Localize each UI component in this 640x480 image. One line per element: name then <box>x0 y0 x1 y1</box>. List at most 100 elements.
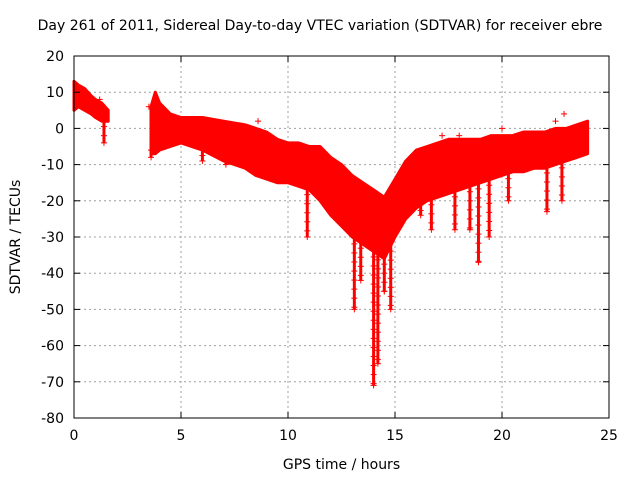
y-tick-label: -50 <box>41 302 64 318</box>
data-point <box>370 299 377 306</box>
data-point <box>475 194 482 201</box>
data-point <box>351 231 358 238</box>
data-point <box>381 261 388 268</box>
data-point <box>451 226 458 233</box>
data-point <box>199 157 206 164</box>
data-point <box>374 293 381 300</box>
data-point <box>370 317 377 324</box>
y-tick-label: -60 <box>41 339 64 355</box>
data-point <box>374 320 381 327</box>
data-point <box>199 152 206 159</box>
data-point <box>543 197 550 204</box>
data-point <box>486 227 493 234</box>
data-point <box>370 253 377 260</box>
y-tick-label: -20 <box>41 194 64 210</box>
data-point <box>370 326 377 333</box>
data-point <box>374 302 381 309</box>
data-point <box>370 362 377 369</box>
data-point <box>451 202 458 209</box>
data-point <box>466 179 473 186</box>
data-point <box>505 197 512 204</box>
x-tick-label: 20 <box>493 428 511 444</box>
data-band <box>149 90 590 261</box>
y-tick-label: 10 <box>46 85 64 101</box>
data-point <box>387 257 394 264</box>
data-point <box>466 215 473 222</box>
data-point <box>387 248 394 255</box>
x-tick-label: 15 <box>386 428 404 444</box>
data-point <box>100 114 107 121</box>
data-point <box>100 123 107 130</box>
data-point <box>451 193 458 200</box>
data-point <box>505 166 512 173</box>
data-point <box>381 252 388 259</box>
y-tick-label: -10 <box>41 158 64 174</box>
data-point <box>404 212 411 219</box>
data-point <box>475 249 482 256</box>
data-point <box>370 371 377 378</box>
data-point <box>351 240 358 247</box>
data-point <box>351 286 358 293</box>
data-point <box>486 200 493 207</box>
data-point <box>543 169 550 176</box>
data-point <box>466 226 473 233</box>
data-point <box>387 293 394 300</box>
data-point <box>357 236 364 243</box>
data-point <box>381 270 388 277</box>
data-point <box>475 222 482 229</box>
data-point <box>543 160 550 167</box>
data-point <box>357 272 364 279</box>
data-point <box>428 210 435 217</box>
data-point <box>370 382 377 389</box>
y-axis-label: SDTVAR / TECUs <box>8 179 24 295</box>
data-point <box>351 258 358 265</box>
data-point <box>370 308 377 315</box>
y-tick-label: -40 <box>41 266 64 282</box>
tick-layer: 20 10 0 -10 -20 -30 -40 -50 -60 -70 -80 0 5 10 15 20 25 <box>41 49 618 444</box>
data-point <box>558 164 565 171</box>
data-point <box>199 143 206 150</box>
data-point <box>417 198 424 205</box>
data-point <box>370 290 377 297</box>
data-point <box>370 262 377 269</box>
data-point <box>475 259 482 266</box>
data-point <box>357 245 364 252</box>
data-point <box>148 154 155 161</box>
data-point <box>100 139 107 146</box>
data-point <box>475 203 482 210</box>
data-point <box>304 191 311 198</box>
data-point <box>475 231 482 238</box>
data-point <box>475 213 482 220</box>
data-point <box>561 110 568 117</box>
x-tick-label: 5 <box>177 428 186 444</box>
data-point <box>370 244 377 251</box>
x-tick-label: 10 <box>279 428 297 444</box>
data-point <box>96 96 103 103</box>
data-point <box>145 103 152 110</box>
data-point <box>558 197 565 204</box>
data-point <box>428 201 435 208</box>
data-point <box>428 219 435 226</box>
data-point <box>304 227 311 234</box>
data-point <box>381 279 388 286</box>
data-point <box>505 184 512 191</box>
data-point <box>486 191 493 198</box>
x-tick-label: 0 <box>70 428 79 444</box>
data-point <box>475 176 482 183</box>
data-point <box>552 118 559 125</box>
data-point <box>351 295 358 302</box>
data-point <box>475 185 482 192</box>
y-tick-label: 20 <box>46 49 64 65</box>
data-point <box>499 125 505 132</box>
data-point <box>304 182 311 189</box>
y-tick-label: -80 <box>41 411 64 427</box>
data-point <box>387 284 394 291</box>
data-point <box>466 206 473 213</box>
data-point <box>558 192 565 199</box>
data-point <box>304 218 311 225</box>
chart-title: Day 261 of 2011, Sidereal Day-to-day VTE… <box>37 18 603 34</box>
data-point <box>357 254 364 261</box>
data-point <box>387 266 394 273</box>
data-point <box>304 200 311 207</box>
